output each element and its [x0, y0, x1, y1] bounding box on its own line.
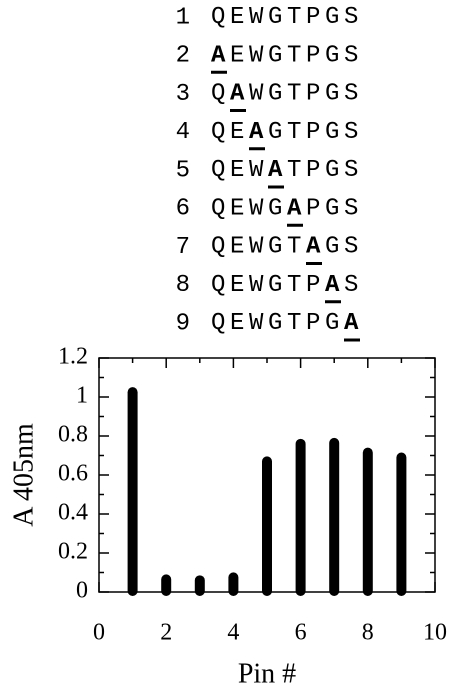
bar [194, 575, 205, 596]
pin-number: 5 [176, 157, 190, 184]
sequence: QEWGTAGS [211, 234, 363, 261]
sequence-prefix: QEW [211, 157, 268, 184]
sequence: QEWGTPAS [211, 272, 363, 299]
sequence-prefix: Q [211, 81, 230, 108]
sequence-suffix: S [344, 272, 363, 299]
y-tick-label: 0.4 [58, 500, 88, 526]
x-tick-label: 0 [93, 620, 105, 646]
sequence: QEAGTPGS [211, 119, 363, 146]
x-tick-label: 4 [227, 620, 239, 646]
sequence: QEWATPGS [211, 157, 363, 184]
x-tick-label: 6 [295, 620, 307, 646]
pin-number: 2 [176, 43, 190, 70]
y-tick-label: 1.2 [58, 344, 88, 370]
mutant-residue: A [268, 157, 287, 184]
pin-number: 1 [176, 4, 190, 31]
bar [396, 452, 407, 596]
sequence: QEWGAPGS [211, 196, 363, 223]
sequence: AEWGTPGS [211, 43, 363, 70]
mutant-residue: A [325, 272, 344, 299]
y-tick-label: 0.2 [58, 539, 88, 565]
sequence: QEWGTPGS [211, 4, 363, 31]
pin-number: 6 [176, 196, 190, 223]
y-tick-label: 1 [76, 383, 88, 409]
x-axis-label: Pin # [238, 658, 296, 689]
sequence-prefix: QEWGT [211, 234, 306, 261]
bar [161, 574, 172, 596]
x-tick-label: 8 [362, 620, 374, 646]
bar [262, 456, 272, 596]
x-tick-label: 2 [160, 620, 172, 646]
y-tick-label: 0.8 [58, 422, 88, 448]
sequence-suffix: TPGS [287, 157, 363, 184]
sequence-suffix: WGTPGS [249, 81, 363, 108]
sequence-suffix: GTPGS [268, 119, 363, 146]
sequence-prefix: QEWGTPG [211, 310, 344, 337]
bar [127, 387, 138, 596]
mutant-residue: A [287, 196, 306, 223]
pin-number: 3 [176, 81, 190, 108]
bar [295, 438, 306, 596]
pin-number: 8 [176, 272, 190, 299]
mutant-residue: A [249, 119, 268, 146]
pin-number: 7 [176, 234, 190, 261]
sequence-text: QEWGTPGS [211, 4, 363, 31]
mutant-residue: A [306, 234, 325, 261]
bar [228, 572, 239, 596]
pin-number: 9 [176, 310, 190, 337]
y-axis-label: A 405nm [8, 423, 39, 527]
sequence-prefix: QE [211, 119, 249, 146]
sequence-suffix: GS [325, 234, 363, 261]
mutant-residue: A [211, 43, 230, 70]
pin-number: 4 [176, 119, 190, 146]
sequence: QAWGTPGS [211, 81, 363, 108]
sequence-prefix: QEWG [211, 196, 287, 223]
bar [329, 437, 340, 596]
sequence-suffix: EWGTPGS [230, 43, 363, 70]
sequence-suffix: PGS [306, 196, 363, 223]
sequence-prefix: QEWGTP [211, 272, 325, 299]
y-tick-label: 0.6 [58, 461, 88, 487]
mutant-residue: A [230, 81, 249, 108]
y-tick-label: 0 [76, 578, 88, 604]
x-tick-label: 10 [423, 620, 447, 646]
bar [362, 447, 373, 596]
mutant-residue: A [344, 310, 363, 337]
sequence: QEWGTPGA [211, 310, 363, 337]
